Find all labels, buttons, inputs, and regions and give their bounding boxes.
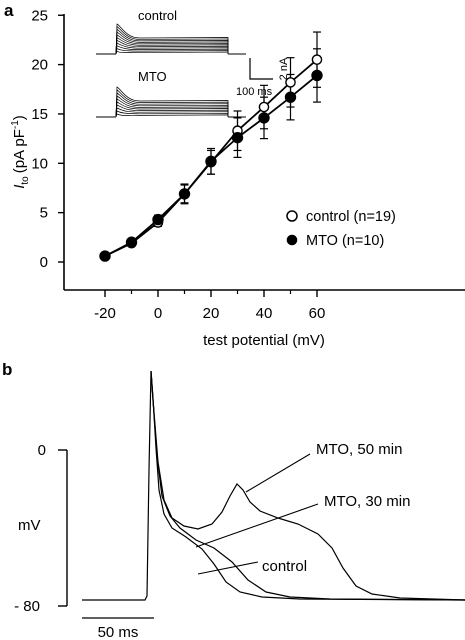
x-axis-title: test potential (mV) [203,332,325,349]
inset-control-traces [96,23,246,55]
point-mto [284,91,297,103]
y-axis-title-close: ) [11,115,28,120]
inset-current-trace [115,37,229,55]
y-axis-title-subscript: to [20,176,31,185]
ap-trace-mto-30 [150,370,465,601]
label-control: control [262,558,307,575]
inset-scale-bar [249,58,273,80]
b-tick-label-0: 0 [38,442,46,459]
inset-traces: control MTO 2 nA 100 ms [96,8,290,118]
inset-current-trace [115,92,229,118]
x-tick-label: -20 [94,305,116,322]
inset-current-trace [115,48,229,55]
point-control [258,101,270,113]
y-ticks: 0 5 10 15 20 25 [31,7,64,271]
inset-current-trace [115,23,229,55]
inset-current-trace [115,45,229,55]
inset-current-trace [115,95,229,118]
point-mto [178,188,191,200]
point-mto [99,250,111,262]
b-tick-label-minus80: - 80 [14,598,40,615]
inset-current-trace [115,28,229,55]
point-mto [231,131,244,144]
point-control [311,54,323,65]
inset-current-trace [115,98,229,118]
label-mto-30: MTO, 30 min [324,493,410,510]
point-mto [152,213,164,226]
point-control [285,77,296,88]
ap-trace-mto-50 [150,370,465,601]
panel-a-chart: 0 5 10 15 20 25 -20 0 20 40 60 Ito (pA pF-1) test … [10,7,465,349]
inset-current-trace [115,113,229,118]
panel-b-letter: b [2,360,12,379]
inset-current-trace [115,89,229,118]
point-mto [311,69,323,82]
legend-control-marker [286,210,298,222]
inset-current-trace [115,107,229,118]
y-tick-label: 5 [40,205,48,222]
inset-current-trace [115,39,229,55]
legend-mto-label: MTO (n=10) [306,233,384,249]
inset-scale-time: 100 ms [236,86,273,98]
inset-mto-traces [96,86,246,118]
panel-b-chart: 0 - 80 mV MTO, 50 min MTO, 30 min contro… [14,370,465,640]
point-mto [125,236,138,248]
legend-control-label: control (n=19) [306,209,396,225]
y-tick-label: 15 [31,106,48,123]
y-tick-label: 0 [40,254,48,271]
x-tick-label: 0 [154,305,162,322]
pointer-mto-50 [245,453,311,493]
y-axis-title-symbol: I [11,185,28,189]
label-mto-50: MTO, 50 min [316,441,402,458]
b-y-axis-title: mV [18,517,41,534]
inset-current-trace [115,86,229,118]
legend-mto-marker [286,234,298,246]
pointer-control [197,561,259,575]
inset-current-trace [115,110,229,118]
y-axis-title: Ito (pA pF-1) [10,115,31,189]
inset-mto-label: MTO [138,69,167,84]
b-scale-label: 50 ms [98,624,139,640]
inset-current-trace [115,101,229,118]
y-axis-title-units: (pA pF [11,129,28,173]
y-tick-label: 20 [31,57,48,74]
inset-current-trace [115,50,229,55]
inset-current-trace [115,26,229,55]
data-series [99,31,323,262]
pointer-mto-30 [195,503,319,548]
inset-scale-current: 2 nA [278,57,290,80]
x-tick-label: 40 [256,305,273,322]
point-mto [258,112,270,124]
inset-current-trace [115,31,229,55]
point-mto [205,155,217,168]
inset-current-trace [115,34,229,55]
x-tick-label: 20 [203,305,220,322]
y-tick-label: 25 [31,7,48,24]
inset-current-trace [115,104,229,118]
inset-current-trace [115,42,229,55]
panel-a-letter: a [4,1,14,20]
ap-trace-control [82,370,465,601]
y-tick-label: 10 [31,155,48,172]
y-axis-title-superscript: -1 [10,120,21,129]
legend: control (n=19) MTO (n=10) [286,209,396,249]
x-tick-label: 60 [309,305,326,322]
x-ticks: -20 0 20 40 60 [94,290,325,322]
inset-control-label: control [138,8,177,23]
